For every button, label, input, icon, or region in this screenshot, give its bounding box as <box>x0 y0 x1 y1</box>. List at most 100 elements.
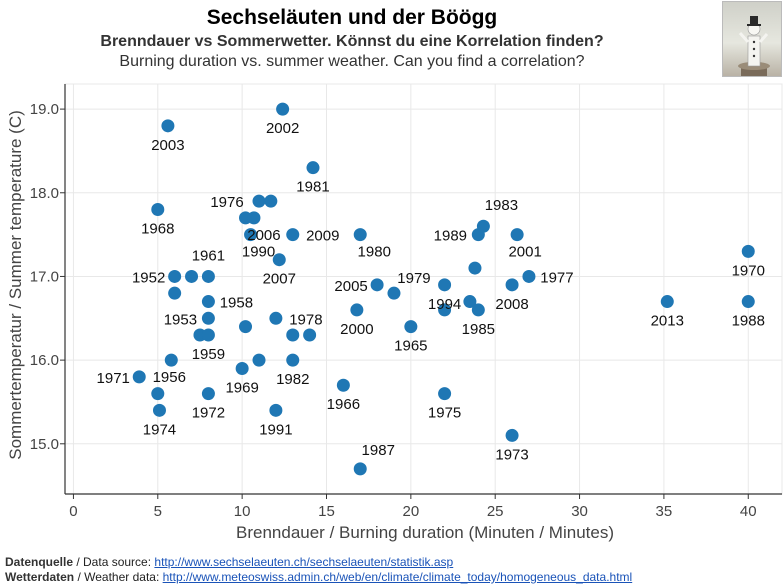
point-year-label: 1961 <box>192 247 225 264</box>
data-point[interactable] <box>132 370 146 384</box>
x-tick-label: 10 <box>234 503 251 520</box>
data-point[interactable] <box>244 228 258 242</box>
data-point[interactable] <box>286 353 300 367</box>
data-point[interactable] <box>370 278 384 292</box>
y-tick-label: 19.0 <box>30 101 59 118</box>
point-year-label: 1952 <box>132 269 165 286</box>
point-year-label: 1976 <box>210 194 243 211</box>
y-tick-label: 16.0 <box>30 352 59 369</box>
x-tick-label: 20 <box>403 503 420 520</box>
point-year-label: 1990 <box>242 244 275 261</box>
data-point[interactable] <box>404 320 418 334</box>
data-point[interactable] <box>168 286 182 300</box>
point-year-label: 1980 <box>358 244 391 261</box>
data-point[interactable] <box>336 378 350 392</box>
point-year-label: 1981 <box>296 179 329 196</box>
data-point[interactable] <box>185 269 199 283</box>
point-year-label: 1975 <box>428 405 461 422</box>
data-point[interactable] <box>306 161 320 175</box>
boeoegg-thumbnail-image[interactable] <box>722 1 782 77</box>
point-year-label: 1953 <box>164 311 197 328</box>
data-point[interactable] <box>353 228 367 242</box>
data-source-text: / Data source: <box>73 555 155 569</box>
point-year-label: 1982 <box>276 371 309 388</box>
point-year-label: 1977 <box>540 269 573 286</box>
data-point[interactable] <box>471 228 485 242</box>
data-point[interactable] <box>201 328 215 342</box>
data-point[interactable] <box>269 403 283 417</box>
point-year-label: 2009 <box>306 228 339 245</box>
point-year-label: 1979 <box>397 270 430 287</box>
data-point[interactable] <box>741 244 755 258</box>
point-year-label: 1973 <box>495 446 528 463</box>
data-point[interactable] <box>463 295 477 309</box>
point-year-label: 1985 <box>462 321 495 338</box>
data-point[interactable] <box>152 403 166 417</box>
data-point[interactable] <box>168 269 182 283</box>
data-point[interactable] <box>505 428 519 442</box>
data-point[interactable] <box>660 295 674 309</box>
data-point[interactable] <box>471 303 485 317</box>
point-year-label: 2001 <box>508 244 541 261</box>
data-point[interactable] <box>201 269 215 283</box>
data-point[interactable] <box>252 353 266 367</box>
data-point[interactable] <box>201 387 215 401</box>
data-point[interactable] <box>201 295 215 309</box>
weather-source-line: Wetterdaten / Weather data: http://www.m… <box>5 570 632 584</box>
data-source-label: Datenquelle <box>5 555 74 569</box>
data-point[interactable] <box>269 311 283 325</box>
data-point[interactable] <box>303 328 317 342</box>
data-point[interactable] <box>350 303 364 317</box>
point-year-label: 1965 <box>394 338 427 355</box>
point-year-label: 1983 <box>485 197 518 214</box>
data-point[interactable] <box>438 387 452 401</box>
data-point[interactable] <box>353 462 367 476</box>
data-point[interactable] <box>151 387 165 401</box>
point-year-label: 1994 <box>428 296 461 313</box>
data-point[interactable] <box>286 228 300 242</box>
data-point[interactable] <box>741 295 755 309</box>
point-year-label: 1987 <box>362 442 395 459</box>
data-point[interactable] <box>505 278 519 292</box>
data-point[interactable] <box>235 361 249 375</box>
data-point[interactable] <box>161 119 175 133</box>
chart-subtitle-english: Burning duration vs. summer weather. Can… <box>119 53 585 70</box>
point-year-label: 1978 <box>289 311 322 328</box>
point-year-label: 1969 <box>225 379 258 396</box>
data-point[interactable] <box>438 303 452 317</box>
data-point[interactable] <box>510 228 524 242</box>
data-point[interactable] <box>276 102 290 116</box>
data-point[interactable] <box>239 320 253 334</box>
point-year-label: 2002 <box>266 120 299 137</box>
weather-source-link[interactable]: http://www.meteoswiss.admin.ch/web/en/cl… <box>162 570 633 584</box>
x-tick-label: 35 <box>656 503 673 520</box>
x-tick-label: 15 <box>318 503 335 520</box>
data-point[interactable] <box>387 286 401 300</box>
data-point[interactable] <box>438 278 452 292</box>
data-point[interactable] <box>201 311 215 325</box>
point-year-label: 2007 <box>263 271 296 288</box>
data-point[interactable] <box>164 353 178 367</box>
weather-source-text: / Weather data: <box>74 570 163 584</box>
point-year-label: 2005 <box>334 278 367 295</box>
data-point[interactable] <box>272 253 286 267</box>
data-source-link[interactable]: http://www.sechselaeuten.ch/sechselaeute… <box>154 555 454 569</box>
snowman-figure-icon <box>738 16 770 76</box>
data-point[interactable] <box>286 328 300 342</box>
data-point[interactable] <box>247 211 261 225</box>
point-year-label: 1970 <box>732 262 765 279</box>
data-point[interactable] <box>522 269 536 283</box>
y-tick-label: 17.0 <box>30 268 59 285</box>
point-year-label: 2006 <box>247 227 280 244</box>
y-axis-label: Sommertemperatur / Summer temperature (C… <box>6 110 25 460</box>
data-point[interactable] <box>151 203 165 217</box>
point-year-label: 1991 <box>259 421 292 438</box>
data-point[interactable] <box>252 194 266 208</box>
data-source-line: Datenquelle / Data source: http://www.se… <box>5 555 453 569</box>
data-point[interactable] <box>468 261 482 275</box>
point-year-label: 2000 <box>340 321 373 338</box>
data-point[interactable] <box>264 194 278 208</box>
chart-title: Sechseläuten und der Böögg <box>206 6 498 29</box>
point-year-label: 1971 <box>97 370 130 387</box>
